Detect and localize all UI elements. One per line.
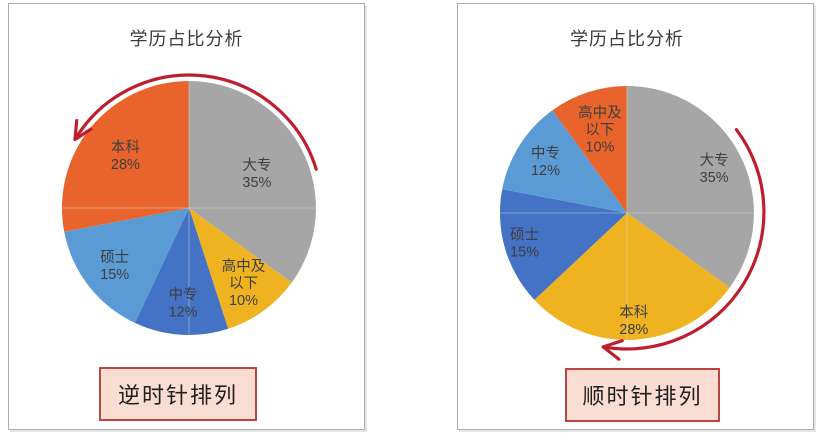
pie-slice-中专 xyxy=(134,208,229,336)
chart-title: 学历占比分析 xyxy=(570,29,684,49)
slice-label: 本科 28% xyxy=(619,304,648,338)
pie-labels: 大专 35% 高中及以下 10% 中专 12% 硕士 15% 本科 28% xyxy=(100,139,271,321)
chart-card-clockwise: 学历占比分析 大专 35% 本科 28% 硕士 15% 中专 12% 高中及以下 10% 顺时针排… xyxy=(457,3,814,430)
slice-label: 大专 35% xyxy=(700,152,729,186)
slice-label: 大专 35% xyxy=(242,157,271,191)
pie-slices xyxy=(61,81,316,336)
counterclockwise-arrow-icon xyxy=(73,73,318,171)
slice-label: 硕士 15% xyxy=(510,226,539,260)
slice-label: 中专 12% xyxy=(531,145,560,179)
direction-caption-counterclockwise: 逆时针排列 xyxy=(99,367,257,421)
direction-caption-clockwise: 顺时针排列 xyxy=(565,368,720,422)
slice-label: 高中及以下 10% xyxy=(578,105,622,156)
pie-slice-大专 xyxy=(189,81,316,283)
slice-label: 中专 12% xyxy=(168,287,197,321)
pie-chart-clockwise: 大专 35% 本科 28% 硕士 15% 中专 12% 高中及以下 10% xyxy=(499,86,766,361)
pie-slice-高中及以下 xyxy=(189,208,292,329)
pie-slice-中专 xyxy=(502,110,627,213)
pie-slice-本科 xyxy=(534,213,730,340)
pie-slice-大专 xyxy=(627,86,754,288)
pie-slice-高中及以下 xyxy=(552,86,627,213)
slice-label: 本科 28% xyxy=(111,139,140,173)
pie-labels: 大专 35% 本科 28% 硕士 15% 中专 12% 高中及以下 10% xyxy=(510,105,729,339)
pie-slice-硕士 xyxy=(499,189,627,300)
pie-chart-counterclockwise: 大专 35% 高中及以下 10% 中专 12% 硕士 15% 本科 28% xyxy=(61,73,318,336)
chart-title: 学历占比分析 xyxy=(129,29,244,49)
clockwise-arrow-icon xyxy=(601,128,766,361)
slice-label: 硕士 15% xyxy=(100,249,129,283)
pie-slices xyxy=(499,86,754,340)
chart-card-counterclockwise: 学历占比分析 大专 35% 高中及以下 10% 中专 12% 硕士 15% 本科 28% 逆时针排… xyxy=(8,3,365,430)
pie-slice-硕士 xyxy=(64,208,189,323)
pie-slice-本科 xyxy=(61,81,189,232)
slice-label: 高中及以下 10% xyxy=(222,258,266,309)
